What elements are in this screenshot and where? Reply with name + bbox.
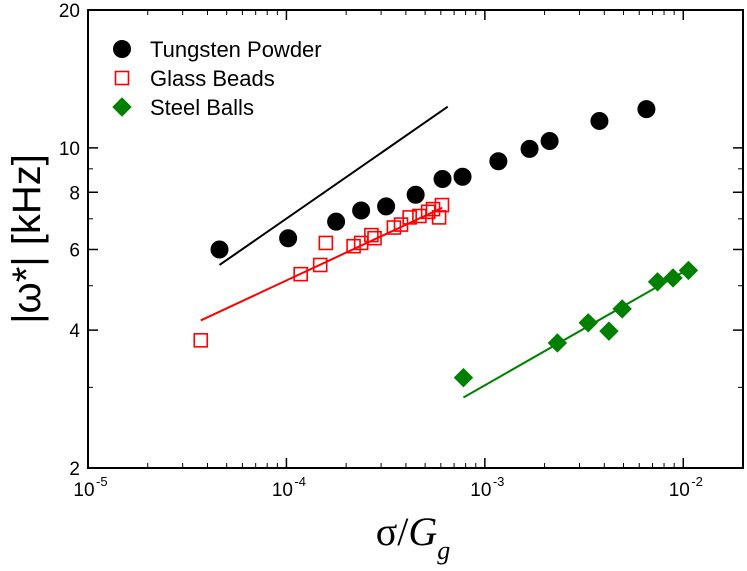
data-point	[637, 100, 656, 119]
y-tick-label: 10	[59, 139, 80, 160]
legend-marker	[112, 97, 132, 117]
legend: Tungsten Powder Glass Beads Steel Balls	[112, 37, 322, 120]
data-point	[590, 111, 609, 130]
data-point	[210, 240, 229, 259]
data-point	[647, 272, 668, 292]
y-tick-label: 2	[69, 459, 80, 480]
x-tick-label: 10	[470, 480, 491, 501]
data-point	[293, 266, 308, 282]
data-point	[327, 212, 346, 231]
legend-label: Tungsten Powder	[150, 37, 322, 62]
fit-line-series-1	[200, 206, 443, 322]
y-tick-label: 8	[69, 183, 80, 204]
data-point	[364, 227, 379, 243]
x-axis-label-main: G	[408, 509, 437, 554]
x-tick-label-exponent: -3	[493, 474, 505, 489]
data-point	[402, 210, 417, 225]
data-point	[420, 204, 436, 220]
data-point	[489, 152, 508, 171]
y-tick-label: 4	[69, 321, 80, 342]
plot-frame	[87, 9, 744, 469]
data-point	[663, 268, 683, 288]
data-point	[279, 229, 298, 248]
x-tick-label-exponent: -4	[294, 474, 306, 489]
data-point	[612, 299, 632, 319]
x-tick-label: 10	[669, 480, 690, 501]
data-point	[678, 260, 699, 281]
data-point	[547, 333, 568, 353]
data-point	[346, 238, 361, 254]
data-point	[433, 170, 452, 189]
y-tick-label: 6	[69, 240, 80, 261]
legend-marker	[114, 70, 130, 86]
data-point	[578, 313, 598, 333]
data-point	[367, 230, 382, 246]
x-tick-label: 10	[272, 480, 293, 501]
series-glass-beads	[193, 197, 450, 348]
series-steel-balls	[453, 260, 699, 388]
data-point	[453, 167, 472, 186]
legend-marker	[113, 40, 131, 58]
data-point	[599, 321, 619, 341]
data-point	[453, 367, 474, 388]
data-point	[193, 333, 209, 348]
legend-label: Steel Balls	[150, 95, 254, 120]
x-tick-label-exponent: -5	[96, 474, 108, 489]
data-point	[352, 201, 371, 220]
data-point	[377, 197, 396, 216]
fit-line-series-0	[218, 105, 449, 266]
data-point	[540, 132, 559, 151]
y-tick-label: 20	[59, 1, 80, 22]
x-axis-label-subscript: g	[437, 536, 450, 565]
data-point	[318, 235, 334, 251]
series-tungsten-powder	[210, 100, 656, 259]
data-point	[520, 139, 539, 158]
data-point	[406, 185, 425, 204]
data-point	[434, 197, 450, 213]
x-tick-label-exponent: -2	[691, 474, 703, 489]
legend-label: Glass Beads	[150, 66, 275, 91]
x-axis-label-prefix: σ/	[376, 509, 410, 554]
data-point	[312, 257, 328, 273]
x-axis-label: σ/Gg	[376, 509, 451, 565]
y-axis-label: |ω*| [kHz]	[5, 154, 49, 324]
x-tick-label: 10	[73, 480, 94, 501]
fit-line-series-2	[462, 267, 690, 399]
